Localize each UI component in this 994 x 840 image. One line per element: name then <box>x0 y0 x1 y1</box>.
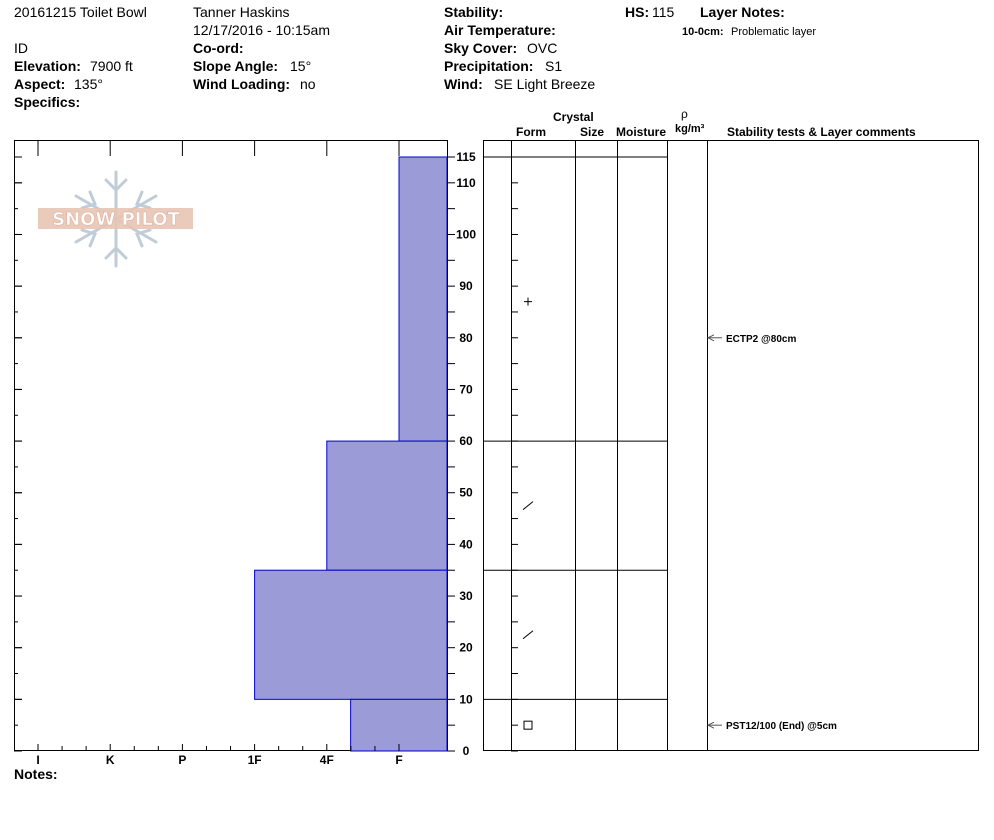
y-tick-label-40: 40 <box>459 537 473 551</box>
x-tick-label-P: P <box>178 753 186 767</box>
stability-arrowhead-1 <box>706 721 715 729</box>
slope-angle-value: 15° <box>290 58 312 74</box>
y-tick-label-115: 115 <box>456 150 476 164</box>
state-code: ID <box>14 40 28 56</box>
sky-cover-label: Sky Cover: <box>444 40 518 56</box>
form-header: Form <box>516 125 546 139</box>
hardness-bar-0 <box>398 156 448 442</box>
y-tick-label-90: 90 <box>459 279 473 293</box>
stability-arrowhead-0 <box>706 334 715 342</box>
layer-notes-label: Layer Notes: <box>700 4 785 20</box>
sky-cover-value: OVC <box>527 40 558 56</box>
y-tick-label-30: 30 <box>459 589 473 603</box>
specifics-label: Specifics: <box>14 94 81 110</box>
y-tick-label-80: 80 <box>459 331 473 345</box>
crystal-header: Crystal <box>553 110 594 124</box>
observer-name: Tanner Haskins <box>193 4 290 20</box>
x-tick-label-4F: 4F <box>320 753 334 767</box>
notes-label: Notes: <box>14 766 58 782</box>
size-header: Size <box>580 125 605 139</box>
stability-tests-header: Stability tests & Layer comments <box>727 125 916 139</box>
x-tick-label-K: K <box>106 753 115 767</box>
precipitation-value: S1 <box>545 58 563 74</box>
x-tick-label-1F: 1F <box>248 753 262 767</box>
wind-loading-label: Wind Loading: <box>193 76 291 92</box>
hardness-bar-2 <box>254 569 448 700</box>
stability-test-label-1: PST12/100 (End) @5cm <box>726 721 837 732</box>
y-tick-label-100: 100 <box>456 227 476 241</box>
hardness-axis: I K P 1F 4F F <box>36 140 403 767</box>
y-tick-label-70: 70 <box>459 382 473 396</box>
layer-note-text: Problematic layer <box>731 26 816 38</box>
y-tick-label-10: 10 <box>459 692 473 706</box>
y-tick-label-50: 50 <box>459 486 473 500</box>
hs-value: 115 <box>652 4 675 20</box>
layer-note-range: 10-0cm: <box>682 26 724 38</box>
air-temperature-label: Air Temperature: <box>444 22 556 38</box>
x-tick-label-I: I <box>36 753 39 767</box>
hardness-bar-1 <box>326 440 448 571</box>
stability-test-label-0: ECTP2 @80cm <box>726 334 796 345</box>
crystal-form-symbols <box>522 297 534 730</box>
y-tick-label-60: 60 <box>459 434 473 448</box>
depth-axis: 0 10 20 30 40 50 60 70 80 90 100 110 115 <box>14 150 518 758</box>
aspect-value: 135° <box>74 76 103 92</box>
y-tick-label-110: 110 <box>456 176 476 190</box>
hardness-bars <box>254 156 448 752</box>
coord-label: Co-ord: <box>193 40 244 56</box>
form-symbol-slash <box>522 630 534 640</box>
elevation-label: Elevation: <box>14 58 81 74</box>
hs-label: HS: <box>625 4 650 20</box>
stability-test-annotations: ECTP2 @80cm PST12/100 (End) @5cm <box>706 334 837 732</box>
aspect-label: Aspect: <box>14 76 66 92</box>
slope-angle-label: Slope Angle: <box>193 58 279 74</box>
density-unit-header: kg/m³ <box>675 123 705 135</box>
layer-table-frame <box>483 140 979 751</box>
stability-label: Stability: <box>444 4 504 20</box>
form-symbol-slash <box>522 501 534 511</box>
layer-table-rows <box>483 156 667 700</box>
precipitation-label: Precipitation: <box>444 58 534 74</box>
wind-label: Wind: <box>444 76 483 92</box>
y-tick-label-0: 0 <box>463 744 470 758</box>
elevation-value: 7900 ft <box>90 58 133 74</box>
moisture-header: Moisture <box>616 125 667 139</box>
hardness-bar-3 <box>350 698 448 752</box>
y-tick-label-20: 20 <box>459 641 473 655</box>
snowpilot-logo: SNOW PILOT <box>38 170 193 268</box>
wind-value: SE Light Breeze <box>494 76 596 92</box>
logo-text: SNOW PILOT <box>52 209 180 230</box>
observation-datetime: 12/17/2016 - 10:15am <box>193 22 330 38</box>
layer-table-columns <box>511 140 708 751</box>
form-symbol-square <box>523 720 533 730</box>
density-symbol: ρ <box>681 107 688 121</box>
wind-loading-value: no <box>300 76 316 92</box>
pit-name: 20161215 Toilet Bowl <box>14 4 147 20</box>
x-tick-label-F: F <box>395 753 402 767</box>
